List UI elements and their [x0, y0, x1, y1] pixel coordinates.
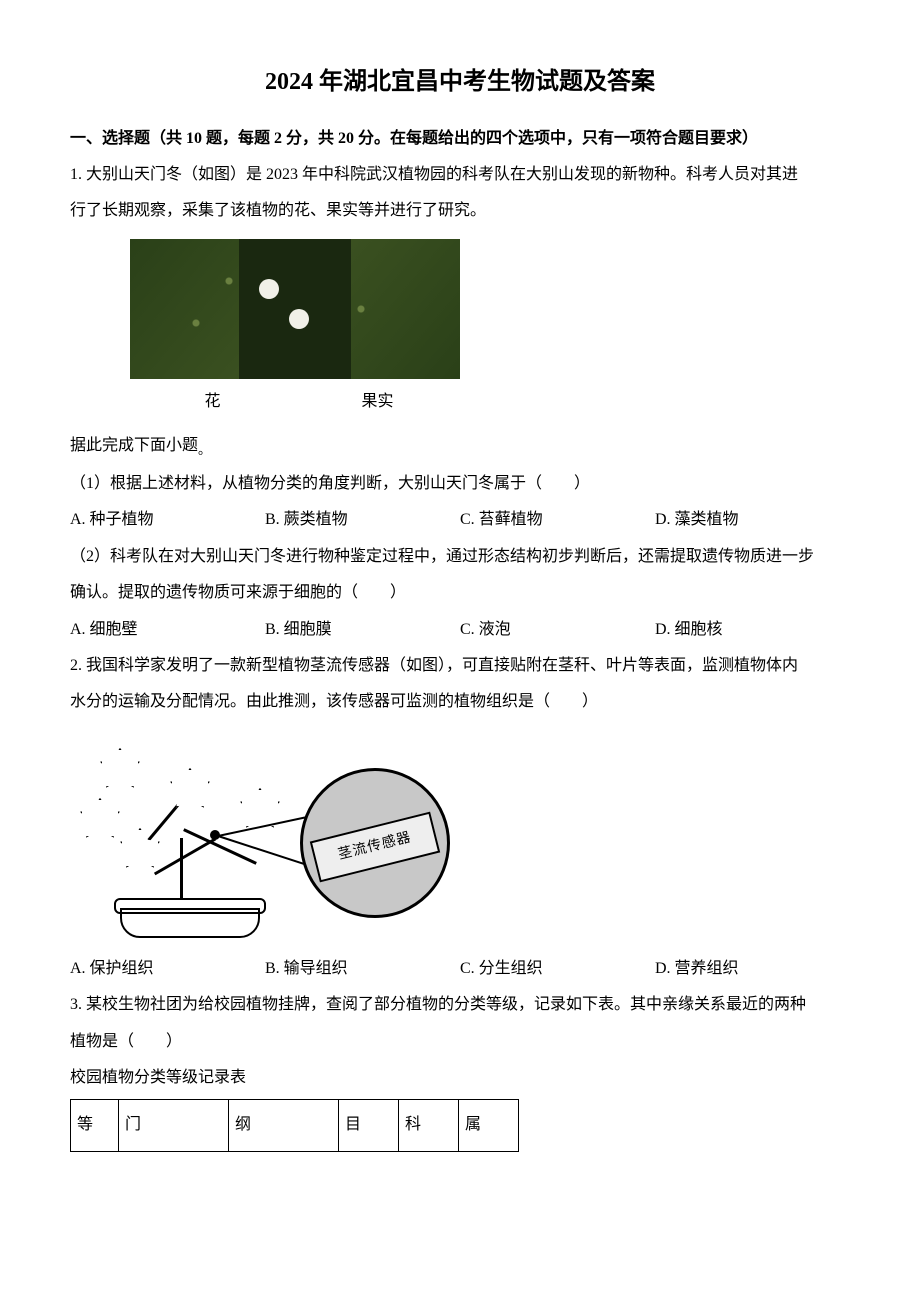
leaf-icon	[170, 768, 210, 808]
header-cell-family: 科	[399, 1100, 459, 1151]
plant-line-drawing	[70, 738, 300, 938]
q1-sub1-options: A. 种子植物 B. 蕨类植物 C. 苔藓植物 D. 藻类植物	[70, 505, 850, 535]
q2-figure: 茎流传感器	[70, 738, 450, 938]
period-sub: 。	[198, 442, 211, 457]
q2-opt-a: A. 保护组织	[70, 954, 265, 984]
q2-line2: 水分的运输及分配情况。由此推测，该传感器可监测的植物组织是（ ）	[70, 687, 850, 717]
q2-line1: 2. 我国科学家发明了一款新型植物茎流传感器（如图），可直接贴附在茎秆、叶片等表…	[70, 651, 850, 681]
q2-opt-c: C. 分生组织	[460, 954, 655, 984]
pot-icon	[120, 908, 260, 938]
q1-after-figure: 据此完成下面小题。	[70, 431, 850, 463]
sensor-label: 茎流传感器	[310, 811, 440, 882]
q1-sub1: （1）根据上述材料，从植物分类的角度判断，大别山天门冬属于（ ）	[70, 469, 850, 499]
caption-fruit: 果实	[295, 387, 460, 417]
q1-sub1-opt-d: D. 藻类植物	[655, 505, 850, 535]
header-cell-genus: 属	[459, 1100, 519, 1151]
leaf-icon	[100, 748, 140, 788]
q1-sub1-opt-c: C. 苔藓植物	[460, 505, 655, 535]
magnifier-circle: 茎流传感器	[300, 768, 450, 918]
q2-opt-d: D. 营养组织	[655, 954, 850, 984]
q2-options: A. 保护组织 B. 输导组织 C. 分生组织 D. 营养组织	[70, 954, 850, 984]
q1-sub2-opt-a: A. 细胞壁	[70, 615, 265, 645]
branch-line	[154, 837, 216, 875]
section-1-heading: 一、选择题（共 10 题，每题 2 分，共 20 分。在每题给出的四个选项中，只…	[70, 124, 850, 154]
q3-line2: 植物是（ ）	[70, 1027, 850, 1057]
stem-line	[180, 838, 183, 898]
q1-sub2-opt-c: C. 液泡	[460, 615, 655, 645]
q1-sub1-opt-b: B. 蕨类植物	[265, 505, 460, 535]
q1-stem-line1: 1. 大别山天门冬（如图）是 2023 年中科院武汉植物园的科考队在大别山发现的…	[70, 160, 850, 190]
header-cell-phylum: 门	[119, 1100, 229, 1151]
q1-figure-captions: 花 果实	[130, 387, 460, 417]
q1-sub2-line1: （2）科考队在对大别山天门冬进行物种鉴定过程中，通过形态结构初步判断后，还需提取…	[70, 542, 850, 572]
leaf-icon	[80, 798, 120, 838]
q1-sub1-opt-a: A. 种子植物	[70, 505, 265, 535]
q3-table-caption: 校园植物分类等级记录表	[70, 1063, 850, 1093]
header-cell-level: 等	[71, 1100, 119, 1151]
leaf-icon	[240, 788, 280, 828]
flower-photo-region	[239, 239, 351, 379]
header-cell-class: 纲	[229, 1100, 339, 1151]
q1-sub2-options: A. 细胞壁 B. 细胞膜 C. 液泡 D. 细胞核	[70, 615, 850, 645]
q3-line1: 3. 某校生物社团为给校园植物挂牌，查阅了部分植物的分类等级，记录如下表。其中亲…	[70, 990, 850, 1020]
page-title: 2024 年湖北宜昌中考生物试题及答案	[70, 60, 850, 106]
table-row: 等 门 纲 目 科 属	[71, 1100, 519, 1151]
q2-opt-b: B. 输导组织	[265, 954, 460, 984]
q1-sub2-line2: 确认。提取的遗传物质可来源于细胞的（ ）	[70, 578, 850, 608]
plant-photo	[130, 239, 460, 379]
q1-sub2-opt-d: D. 细胞核	[655, 615, 850, 645]
q1-after-figure-text: 据此完成下面小题	[70, 437, 198, 454]
caption-flower: 花	[130, 387, 295, 417]
q1-stem-line2: 行了长期观察，采集了该植物的花、果实等并进行了研究。	[70, 196, 850, 226]
q1-figure	[130, 239, 850, 379]
q1-sub2-opt-b: B. 细胞膜	[265, 615, 460, 645]
header-cell-order: 目	[339, 1100, 399, 1151]
taxonomy-table: 等 门 纲 目 科 属	[70, 1099, 519, 1151]
